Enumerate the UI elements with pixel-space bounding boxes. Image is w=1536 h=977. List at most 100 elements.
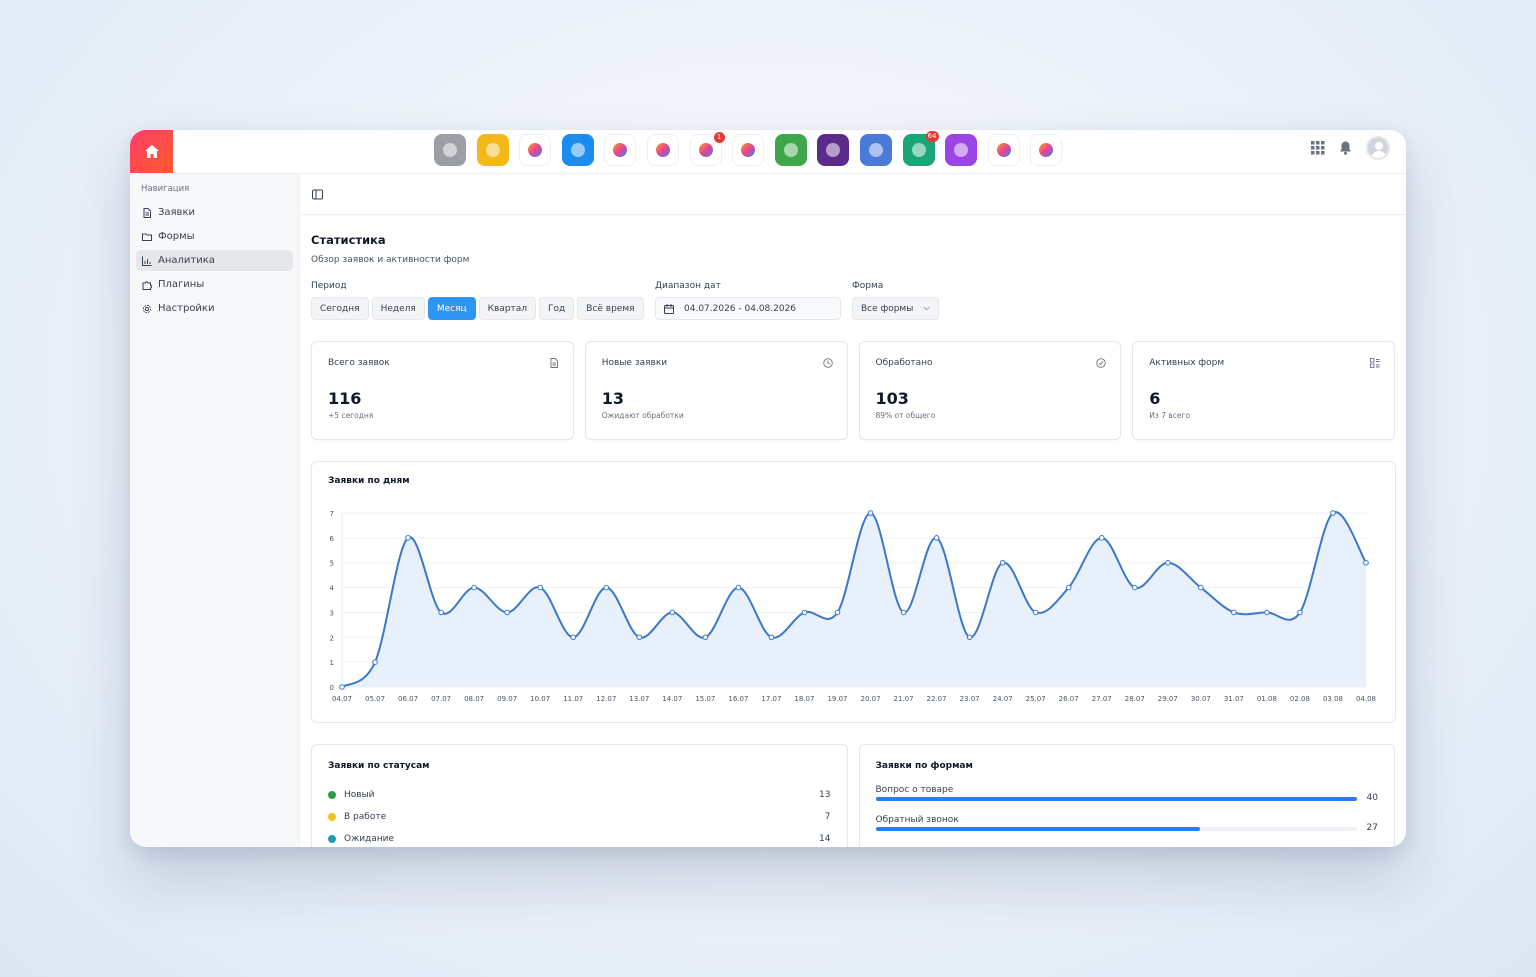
sidebar-item-label: Заявки — [158, 207, 195, 218]
sidebar: Навигация Заявки Формы Аналитика Плагины… — [130, 174, 300, 847]
period-all-time-button[interactable]: Всё время — [577, 297, 644, 320]
x-tick-label: 23.07 — [960, 695, 980, 703]
form-count: 27 — [1366, 823, 1378, 833]
form-bar-row: 27 — [875, 823, 1379, 833]
x-tick-label: 18.07 — [794, 695, 814, 703]
clock-icon — [822, 358, 833, 368]
magic-wand-app-icon[interactable]: 1 — [689, 132, 725, 166]
data-point — [768, 634, 775, 641]
stat-card-total: Всего заявок 116 +5 сегодня — [311, 341, 574, 440]
status-list: Новый 13 В работе 7 Ожидание 14 — [328, 784, 831, 847]
x-tick-label: 22.07 — [927, 695, 947, 703]
data-point — [537, 584, 543, 591]
x-tick-label: 16.07 — [728, 695, 748, 703]
x-tick-label: 27.07 — [1092, 695, 1112, 703]
bell-icon[interactable] — [1339, 141, 1352, 155]
data-point — [636, 634, 643, 641]
x-tick-label: 21.07 — [894, 695, 914, 703]
x-tick-label: 30.07 — [1191, 695, 1211, 703]
y-tick-label: 5 — [330, 560, 334, 568]
sidebar-item-settings[interactable]: Настройки — [136, 298, 293, 319]
form-label: Вопрос о товаре — [875, 785, 954, 795]
data-point — [669, 609, 676, 616]
chevron-down-icon — [923, 306, 930, 311]
data-point — [570, 634, 577, 641]
y-tick-label: 1 — [330, 659, 334, 667]
data-point — [999, 559, 1006, 566]
period-filter: Период Сегодня Неделя Месяц Квартал Год … — [311, 281, 655, 320]
mosaic-app-icon[interactable] — [646, 134, 679, 166]
triangles-app-icon[interactable] — [732, 134, 765, 166]
status-count: 13 — [819, 790, 831, 800]
sparkle-app-icon[interactable] — [519, 134, 552, 166]
app-window: 1 64 Навигация Заявки Формы Аналитика — [130, 130, 1406, 847]
data-point — [405, 535, 411, 541]
apps-grid-icon[interactable] — [1311, 141, 1325, 155]
data-point — [1165, 559, 1171, 566]
period-year-button[interactable]: Год — [539, 297, 575, 320]
date-range-value: 04.07.2026 - 04.08.2026 — [684, 303, 797, 314]
status-panel-title: Заявки по статусам — [328, 761, 430, 771]
sidebar-item-forms[interactable]: Формы — [136, 226, 293, 247]
x-tick-label: 29.07 — [1158, 695, 1178, 703]
page-content: Статистика Обзор заявок и активности фор… — [300, 215, 1406, 847]
form-bar-track — [875, 827, 1357, 831]
grid-list-icon — [1370, 358, 1380, 368]
home-button[interactable] — [130, 130, 173, 173]
sidebar-item-requests[interactable]: Заявки — [136, 202, 293, 223]
user-avatar[interactable] — [1366, 136, 1390, 160]
x-tick-label: 13.07 — [629, 695, 649, 703]
lifebuoy-app-icon[interactable] — [604, 134, 637, 166]
app-dock: 1 64 — [434, 131, 1063, 170]
period-today-button[interactable]: Сегодня — [311, 297, 369, 320]
check-circle-icon — [1096, 358, 1107, 368]
sidebar-item-plugins[interactable]: Плагины — [136, 274, 293, 295]
data-point — [1231, 609, 1237, 616]
sidebar-toggle-icon[interactable] — [312, 189, 323, 200]
form-bar-fill — [875, 797, 1357, 801]
y-tick-label: 2 — [330, 634, 334, 642]
stat-card-new: Новые заявки 13 Ожидают обработки — [584, 341, 848, 440]
data-point — [471, 584, 477, 591]
x-tick-label: 07.07 — [431, 695, 451, 703]
period-month-button[interactable]: Месяц — [427, 297, 476, 320]
form-count: 40 — [1366, 793, 1378, 803]
data-point — [1198, 584, 1204, 591]
period-week-button[interactable]: Неделя — [371, 297, 425, 320]
form-filter: Форма Все формы — [852, 281, 939, 320]
x-tick-label: 06.07 — [398, 695, 418, 703]
form-row-product-question: Вопрос о товаре 40 — [875, 785, 1379, 803]
date-range-picker[interactable]: 04.07.2026 - 04.08.2026 — [655, 297, 841, 320]
period-quarter-button[interactable]: Квартал — [478, 297, 537, 320]
status-label: В работе — [344, 812, 387, 822]
gear-icon — [142, 304, 152, 313]
x-tick-label: 15.07 — [695, 695, 715, 703]
stripes-app-icon[interactable] — [987, 134, 1020, 166]
forms-list: Вопрос о товаре 40 Обратный звонок 27 — [875, 785, 1379, 833]
settings-app-icon[interactable] — [434, 134, 466, 166]
forms-panel: Заявки по формам Вопрос о товаре 40 Обра… — [858, 744, 1395, 847]
puzzle-icon — [142, 280, 152, 290]
x-tick-label: 10.07 — [530, 695, 550, 703]
dollar-app-icon[interactable]: 64 — [902, 131, 939, 166]
stat-card-value: 6 — [1149, 389, 1161, 408]
date-range-label: Диапазон дат — [655, 281, 721, 291]
data-point — [1065, 584, 1072, 591]
data-point — [603, 584, 610, 591]
data-point — [1330, 510, 1336, 516]
x-tick-label: 14.07 — [662, 695, 682, 703]
lens-app-icon[interactable] — [817, 134, 850, 166]
star-app-icon[interactable] — [1030, 134, 1063, 166]
page-subtitle: Обзор заявок и активности форм — [311, 255, 470, 265]
stat-card-note: Из 7 всего — [1149, 411, 1191, 420]
widgets-app-icon[interactable] — [945, 134, 978, 166]
sidebar-item-analytics[interactable]: Аналитика — [136, 250, 293, 271]
camera-app-icon[interactable] — [476, 134, 509, 166]
folder-app-icon[interactable] — [561, 134, 594, 166]
data-point — [1131, 584, 1138, 591]
x-tick-label: 17.07 — [761, 695, 781, 703]
list-app-icon[interactable] — [774, 134, 807, 166]
data-point — [339, 684, 345, 690]
form-select[interactable]: Все формы — [852, 297, 939, 320]
document-app-icon[interactable] — [859, 134, 892, 166]
